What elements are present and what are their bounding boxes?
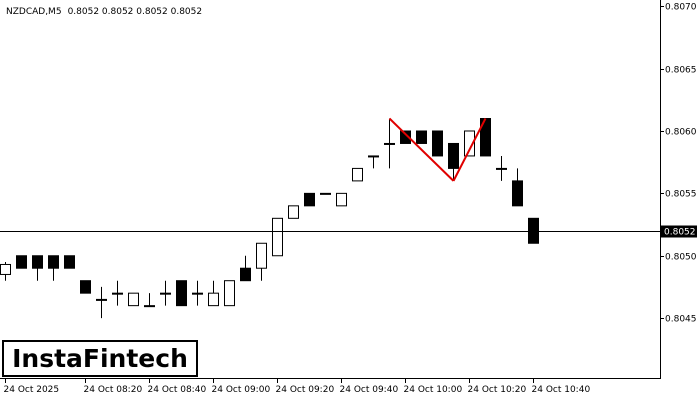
logo-text: InstaFintech bbox=[12, 344, 188, 373]
candle-body-bearish bbox=[16, 255, 27, 269]
candle bbox=[496, 155, 507, 181]
current-price-tag bbox=[661, 225, 697, 238]
y-tick-label: 0.8055 bbox=[665, 190, 697, 200]
pattern-line bbox=[452, 118, 487, 182]
y-tick-label: 0.8065 bbox=[665, 66, 697, 76]
candle-body-bullish bbox=[320, 192, 331, 195]
candle-body-bullish bbox=[288, 205, 299, 219]
candle-body-bullish bbox=[352, 167, 363, 182]
candle bbox=[112, 280, 123, 306]
candle-body-bullish bbox=[368, 155, 379, 158]
candle-body-bearish bbox=[64, 255, 75, 269]
candle bbox=[240, 255, 251, 282]
candle-body-bullish bbox=[224, 280, 235, 307]
candle bbox=[512, 168, 523, 207]
candle-body-bullish bbox=[112, 292, 123, 295]
x-tick-label: 24 Oct 09:20 bbox=[276, 385, 335, 395]
candle bbox=[160, 280, 171, 306]
candle bbox=[16, 255, 27, 269]
candle-body-bullish bbox=[336, 192, 347, 207]
candle bbox=[272, 217, 283, 257]
logo: InstaFintech bbox=[2, 340, 198, 377]
ohlc-label: 0.8052 0.8052 0.8052 0.8052 bbox=[68, 7, 203, 17]
candle bbox=[288, 205, 299, 219]
candle-body-bullish bbox=[384, 142, 395, 145]
candle-body-bullish bbox=[0, 263, 11, 275]
candle-body-bearish bbox=[448, 142, 459, 169]
candle bbox=[304, 192, 315, 207]
candle bbox=[128, 292, 139, 307]
candle-body-bearish bbox=[176, 280, 187, 307]
candle bbox=[144, 293, 155, 308]
y-tick-label: 0.8060 bbox=[665, 128, 697, 138]
candle-body-bullish bbox=[96, 298, 107, 301]
candle-body-bearish bbox=[432, 130, 443, 157]
candle bbox=[528, 217, 539, 244]
candle bbox=[192, 280, 203, 306]
candle-body-bullish bbox=[208, 292, 219, 307]
candle bbox=[416, 130, 427, 144]
x-axis: 24 Oct 2025 24 Oct 08:20 24 Oct 08:40 24 Oc… bbox=[4, 378, 591, 395]
candle bbox=[448, 142, 459, 181]
candle bbox=[256, 242, 267, 281]
candle-body-bearish bbox=[240, 267, 251, 282]
candle-body-bearish bbox=[400, 130, 411, 144]
candle-body-bearish bbox=[416, 130, 427, 144]
candle bbox=[224, 280, 235, 307]
candle bbox=[368, 155, 379, 169]
candle bbox=[0, 261, 11, 281]
candle bbox=[384, 118, 395, 169]
x-tick-label: 24 Oct 09:40 bbox=[340, 385, 399, 395]
candle bbox=[336, 192, 347, 207]
x-tick-label: 24 Oct 08:20 bbox=[84, 385, 143, 395]
pattern-line bbox=[388, 117, 455, 182]
symbol-label: NZDCAD,M5 bbox=[6, 7, 62, 17]
x-tick-label: 24 Oct 10:00 bbox=[404, 385, 463, 395]
symbol-header: NZDCAD,M5 0.8052 0.8052 0.8052 0.8052 bbox=[6, 7, 202, 17]
candle-body-bullish bbox=[192, 292, 203, 295]
candle-body-bearish bbox=[304, 192, 315, 207]
y-axis: 0.8045 0.8050 0.8055 0.8060 0.8065 0.8070 bbox=[660, 3, 697, 325]
candle bbox=[80, 280, 91, 294]
price-tag: 0.8052 bbox=[661, 225, 697, 238]
y-tick-label: 0.8045 bbox=[665, 315, 697, 325]
candle bbox=[64, 255, 75, 269]
candle bbox=[208, 280, 219, 307]
candle bbox=[432, 130, 443, 157]
current-price-tag-label: 0.8052 bbox=[664, 228, 696, 238]
candle-body-bearish bbox=[80, 280, 91, 294]
candle-body-bearish bbox=[528, 217, 539, 244]
x-tick-label: 24 Oct 10:40 bbox=[532, 385, 591, 395]
y-tick-label: 0.8050 bbox=[665, 253, 697, 263]
candle bbox=[352, 167, 363, 182]
candles-group bbox=[0, 118, 539, 319]
x-tick-label: 24 Oct 08:40 bbox=[148, 385, 207, 395]
candle-body-bearish bbox=[48, 255, 59, 269]
candle-body-bullish bbox=[144, 305, 155, 308]
candle-body-bullish bbox=[464, 130, 475, 157]
x-tick-label: 24 Oct 2025 bbox=[4, 385, 60, 395]
candle-body-bearish bbox=[32, 255, 43, 269]
candle bbox=[176, 280, 187, 307]
x-tick-label: 24 Oct 10:20 bbox=[468, 385, 527, 395]
pattern-lines-group bbox=[388, 117, 487, 182]
y-tick-label: 0.8070 bbox=[665, 3, 697, 13]
candle-body-bullish bbox=[272, 217, 283, 257]
candle bbox=[96, 286, 107, 319]
candle-body-bullish bbox=[160, 292, 171, 295]
candle-body-bullish bbox=[496, 167, 507, 170]
candle-body-bullish bbox=[128, 292, 139, 307]
candle bbox=[320, 192, 331, 195]
x-tick-label: 24 Oct 09:00 bbox=[212, 385, 271, 395]
candle bbox=[48, 255, 59, 281]
candle-body-bearish bbox=[512, 180, 523, 207]
candle-body-bullish bbox=[256, 242, 267, 269]
candle bbox=[32, 255, 43, 281]
